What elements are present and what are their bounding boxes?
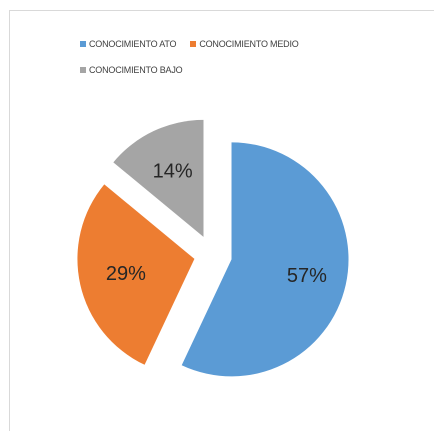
legend-item-conocimiento-bajo: CONOCIMIENTO BAJO — [80, 65, 183, 75]
data-label-medio: 29% — [106, 263, 146, 285]
pie-slice-bajo — [113, 119, 204, 237]
pie-slice-medio — [77, 184, 195, 365]
pie-data-labels: 57% 29% 14% — [106, 160, 327, 287]
legend-swatch-ato — [80, 41, 86, 47]
legend-label-medio: CONOCIMIENTO MEDIO — [199, 39, 299, 49]
legend-item-conocimiento-medio: CONOCIMIENTO MEDIO — [190, 39, 299, 49]
chart-legend: CONOCIMIENTO ATO CONOCIMIENTO MEDIO CONO… — [80, 39, 410, 75]
legend-swatch-bajo — [80, 67, 86, 73]
pie-slice-ato — [181, 142, 349, 377]
legend-swatch-medio — [190, 41, 197, 47]
legend-label-bajo: CONOCIMIENTO BAJO — [89, 65, 183, 75]
legend-label-ato: CONOCIMIENTO ATO — [89, 39, 177, 49]
data-label-bajo: 14% — [153, 160, 193, 182]
legend-item-conocimiento-ato: CONOCIMIENTO ATO — [80, 39, 177, 49]
pie-slices — [77, 119, 349, 377]
data-label-ato: 57% — [287, 265, 327, 287]
